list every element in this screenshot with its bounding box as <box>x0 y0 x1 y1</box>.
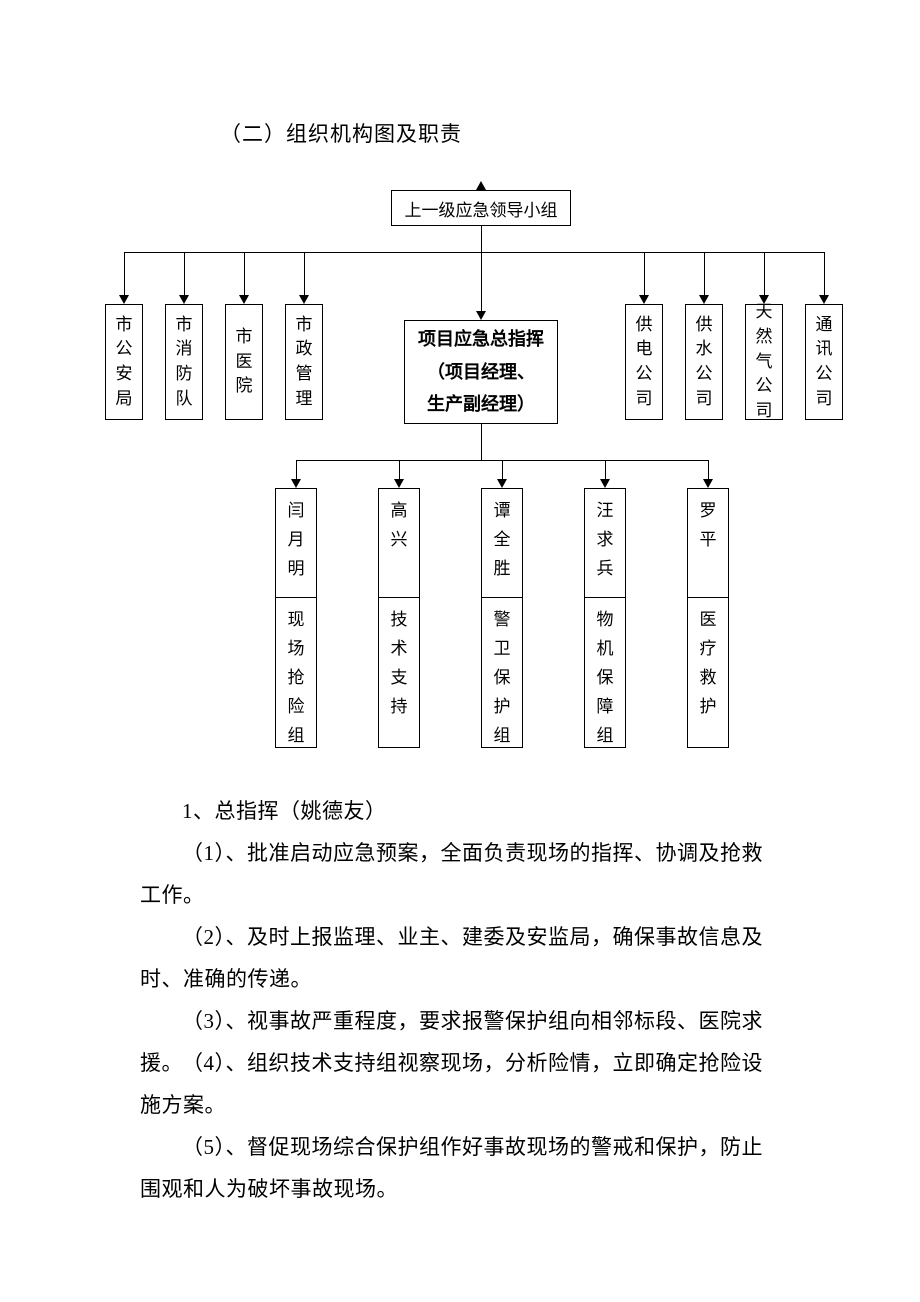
node-char: 通 <box>816 313 833 338</box>
node-char: 局 <box>116 387 133 412</box>
node-external-org: 供电公司 <box>625 304 663 420</box>
node-char: 公 <box>696 362 713 387</box>
paragraph: （4）、组织技术支持组视察现场，分析险情，立即确定抢险设施方案。 <box>140 1042 780 1126</box>
node-team: 高兴技术支持 <box>378 488 420 748</box>
node-char: 然 <box>756 325 773 350</box>
paragraph: （2）、及时上报监理、业主、建委及安监局，确保事故信息及时、准确的传递。 <box>140 916 780 1000</box>
node-char: 供 <box>636 313 653 338</box>
node-label: 上一级应急领导小组 <box>405 196 558 221</box>
org-chart: 上一级应急领导小组 项目应急总指挥 （项目经理、 生产副经理） 市公安局市消防队… <box>0 190 920 740</box>
node-external-org: 供水公司 <box>685 304 723 420</box>
node-char: 理 <box>296 387 313 412</box>
node-char: 市 <box>116 313 133 338</box>
node-char: 司 <box>696 387 713 412</box>
node-char: 公 <box>116 337 133 362</box>
node-char: 管 <box>296 362 313 387</box>
node-char: 司 <box>756 399 773 424</box>
team-name: 罗平 <box>687 488 729 598</box>
node-char: 供 <box>696 313 713 338</box>
node-project-commander: 项目应急总指挥 （项目经理、 生产副经理） <box>404 320 558 424</box>
node-char: 政 <box>296 337 313 362</box>
node-char: 司 <box>636 387 653 412</box>
node-team: 罗平医疗救护 <box>687 488 729 748</box>
node-char: 电 <box>636 337 653 362</box>
node-char: 防 <box>176 362 193 387</box>
heading-commander: 1、总指挥（姚德友） <box>140 790 780 832</box>
team-name: 汪求兵 <box>584 488 626 598</box>
team-name: 谭全胜 <box>481 488 523 598</box>
node-char: 气 <box>756 350 773 375</box>
node-char: 公 <box>816 362 833 387</box>
node-char: 医 <box>236 350 253 375</box>
node-external-org: 市政管理 <box>285 304 323 420</box>
team-role: 物机保障组 <box>584 598 626 748</box>
team-name: 闫月明 <box>275 488 317 598</box>
team-role: 技术支持 <box>378 598 420 748</box>
team-role: 警卫保护组 <box>481 598 523 748</box>
node-char: 院 <box>236 374 253 399</box>
node-external-org: 天然气公司 <box>745 304 783 420</box>
node-top-leadership: 上一级应急领导小组 <box>391 190 571 226</box>
node-line: 项目应急总指挥 <box>418 323 544 355</box>
node-char: 消 <box>176 337 193 362</box>
node-external-org: 市公安局 <box>105 304 143 420</box>
paragraph: （1）、批准启动应急预案，全面负责现场的指挥、协调及抢救工作。 <box>140 832 780 916</box>
node-char: 讯 <box>816 337 833 362</box>
node-team: 闫月明现场抢险组 <box>275 488 317 748</box>
node-char: 安 <box>116 362 133 387</box>
node-line: 生产副经理） <box>427 388 535 420</box>
paragraph: （5）、督促现场综合保护组作好事故现场的警戒和保护，防止围观和人为破坏事故现场。 <box>140 1126 780 1210</box>
node-char: 市 <box>296 313 313 338</box>
node-external-org: 市医院 <box>225 304 263 420</box>
node-char: 公 <box>756 374 773 399</box>
team-role: 医疗救护 <box>687 598 729 748</box>
node-char: 市 <box>176 313 193 338</box>
node-char: 公 <box>636 362 653 387</box>
node-external-org: 市消防队 <box>165 304 203 420</box>
section-title: （二）组织机构图及职责 <box>220 118 462 148</box>
node-line: （项目经理、 <box>427 356 535 388</box>
node-char: 水 <box>696 337 713 362</box>
node-char: 队 <box>176 387 193 412</box>
node-external-org: 通讯公司 <box>805 304 843 420</box>
node-team: 谭全胜警卫保护组 <box>481 488 523 748</box>
node-char: 天 <box>756 300 773 325</box>
team-role: 现场抢险组 <box>275 598 317 748</box>
node-team: 汪求兵物机保障组 <box>584 488 626 748</box>
team-name: 高兴 <box>378 488 420 598</box>
node-char: 司 <box>816 387 833 412</box>
node-char: 市 <box>236 325 253 350</box>
